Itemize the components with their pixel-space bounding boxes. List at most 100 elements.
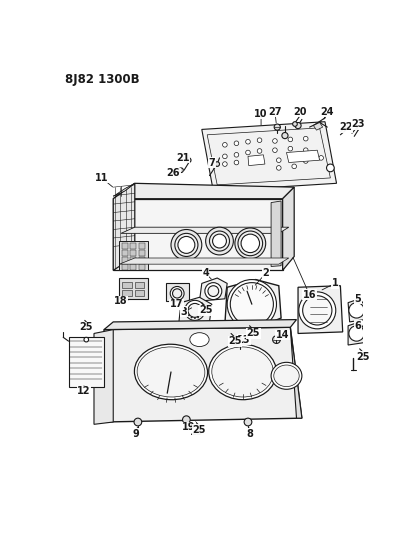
Text: 27: 27 <box>268 107 282 117</box>
Polygon shape <box>348 299 366 322</box>
Text: 17: 17 <box>170 299 183 309</box>
Polygon shape <box>286 150 320 163</box>
Circle shape <box>179 168 183 173</box>
Text: 15: 15 <box>190 427 203 437</box>
Polygon shape <box>130 264 136 270</box>
Circle shape <box>238 231 262 256</box>
Circle shape <box>349 326 364 341</box>
Circle shape <box>234 152 239 157</box>
Circle shape <box>326 164 334 172</box>
Polygon shape <box>113 183 294 199</box>
Circle shape <box>292 164 296 168</box>
Polygon shape <box>122 282 132 288</box>
Polygon shape <box>139 257 145 263</box>
Polygon shape <box>122 289 132 296</box>
Polygon shape <box>313 123 323 130</box>
Circle shape <box>234 141 239 146</box>
Polygon shape <box>271 201 281 266</box>
Circle shape <box>191 424 197 431</box>
Polygon shape <box>200 278 227 301</box>
Text: 23: 23 <box>352 119 365 129</box>
Text: 25: 25 <box>228 336 242 346</box>
Polygon shape <box>122 257 128 263</box>
Circle shape <box>288 147 293 151</box>
Circle shape <box>223 142 227 147</box>
Text: 9: 9 <box>133 429 140 439</box>
Text: 2: 2 <box>262 269 269 278</box>
Text: 20: 20 <box>293 107 306 117</box>
Circle shape <box>303 296 332 325</box>
Polygon shape <box>113 199 283 270</box>
Polygon shape <box>113 183 135 196</box>
Circle shape <box>277 158 281 163</box>
Polygon shape <box>122 264 128 270</box>
Text: 6: 6 <box>355 321 362 331</box>
Circle shape <box>349 303 364 318</box>
Text: 11: 11 <box>95 173 109 183</box>
Circle shape <box>209 231 230 251</box>
Circle shape <box>188 303 202 317</box>
Circle shape <box>282 133 288 139</box>
Polygon shape <box>130 244 136 249</box>
Text: 7: 7 <box>209 158 215 167</box>
Circle shape <box>197 317 199 318</box>
Text: 25: 25 <box>199 305 212 316</box>
Circle shape <box>257 149 262 154</box>
Polygon shape <box>298 286 343 334</box>
Text: 3: 3 <box>181 307 188 317</box>
Circle shape <box>277 166 281 170</box>
Circle shape <box>257 138 262 142</box>
Ellipse shape <box>134 344 207 400</box>
Circle shape <box>299 292 336 329</box>
Circle shape <box>175 233 198 256</box>
Circle shape <box>170 287 184 301</box>
Text: 5: 5 <box>355 294 362 304</box>
Polygon shape <box>179 297 212 324</box>
Text: 25: 25 <box>79 322 93 332</box>
Text: 4: 4 <box>202 269 209 278</box>
Circle shape <box>303 159 308 163</box>
Text: 13: 13 <box>237 335 251 345</box>
Polygon shape <box>122 244 128 249</box>
Circle shape <box>293 122 297 126</box>
Ellipse shape <box>137 347 205 397</box>
Circle shape <box>213 234 226 248</box>
Circle shape <box>206 227 233 255</box>
Text: 26: 26 <box>166 168 180 179</box>
Circle shape <box>84 337 89 342</box>
Circle shape <box>185 301 205 320</box>
Polygon shape <box>104 327 302 422</box>
Ellipse shape <box>274 365 299 386</box>
Circle shape <box>223 154 227 159</box>
Circle shape <box>223 161 227 166</box>
Text: 24: 24 <box>320 107 334 117</box>
Text: 16: 16 <box>303 290 316 300</box>
Polygon shape <box>139 244 145 249</box>
Text: 10: 10 <box>254 109 268 119</box>
Circle shape <box>194 317 196 319</box>
Polygon shape <box>166 284 189 301</box>
Ellipse shape <box>212 347 273 397</box>
Circle shape <box>246 140 250 144</box>
Polygon shape <box>130 251 136 256</box>
Polygon shape <box>130 257 136 263</box>
Circle shape <box>134 418 142 426</box>
Text: 1: 1 <box>332 278 338 288</box>
Circle shape <box>205 282 222 300</box>
Text: 22: 22 <box>339 122 352 132</box>
Polygon shape <box>135 289 144 296</box>
Polygon shape <box>119 278 148 299</box>
Text: 18: 18 <box>114 296 128 306</box>
Circle shape <box>274 124 280 130</box>
Circle shape <box>295 123 301 128</box>
Polygon shape <box>104 320 296 329</box>
Polygon shape <box>248 155 265 166</box>
Circle shape <box>303 136 308 141</box>
Circle shape <box>319 156 324 160</box>
Text: 12: 12 <box>77 386 91 396</box>
Circle shape <box>183 416 190 424</box>
Polygon shape <box>119 241 148 270</box>
Text: 8: 8 <box>247 429 254 439</box>
Text: 14: 14 <box>276 330 290 340</box>
Polygon shape <box>121 227 289 233</box>
